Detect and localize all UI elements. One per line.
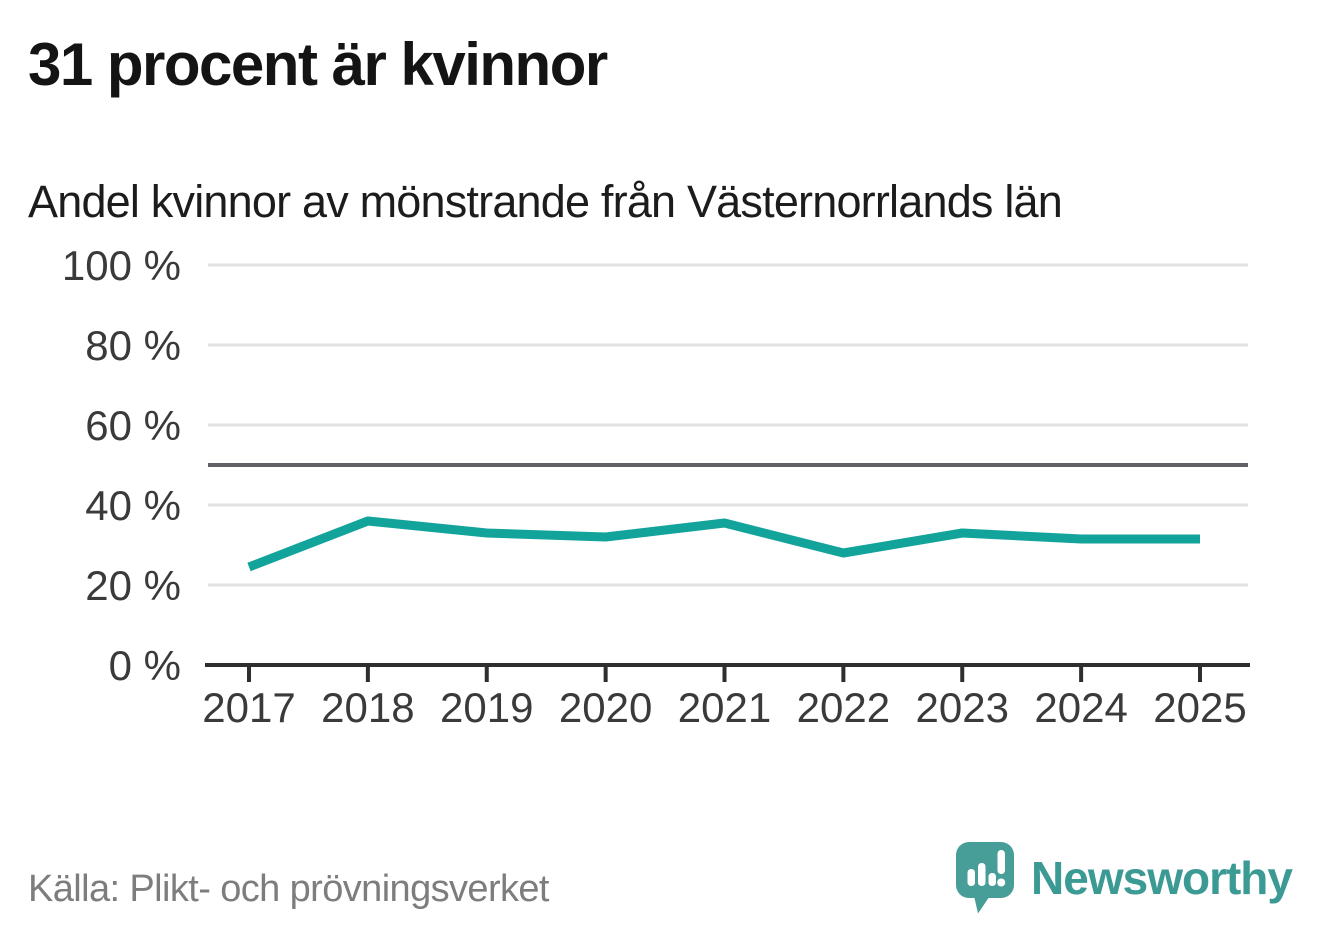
x-tick-label-2020: 2020 <box>559 684 652 731</box>
y-tick-label-80: 80 % <box>85 322 181 369</box>
brand-logo: Newsworthy <box>953 840 1293 916</box>
x-tick-label-2022: 2022 <box>797 684 890 731</box>
page-title: 31 procent är kvinnor <box>28 31 608 98</box>
x-tick-label-2017: 2017 <box>202 684 295 731</box>
x-tick-label-2024: 2024 <box>1034 684 1127 731</box>
exclamation-dot <box>997 878 1006 887</box>
x-tick-label-2023: 2023 <box>916 684 1009 731</box>
brand-name: Newsworthy <box>1031 852 1293 904</box>
y-tick-label-20: 20 % <box>85 562 181 609</box>
bar-3 <box>988 873 997 886</box>
exclamation-bar <box>997 850 1006 874</box>
x-tick-label-2025: 2025 <box>1153 684 1246 731</box>
bar-1 <box>967 869 976 886</box>
x-tick-label-2018: 2018 <box>321 684 414 731</box>
trend-line-0 <box>247 516 1200 572</box>
y-tick-label-0: 0 % <box>109 642 181 689</box>
bar-2 <box>978 863 986 886</box>
x-tick-label-2019: 2019 <box>440 684 533 731</box>
y-tick-label-100: 100 % <box>62 242 181 289</box>
source-attribution: Källa: Plikt- och prövningsverket <box>28 868 549 910</box>
chart-subtitle: Andel kvinnor av mönstrande från Västern… <box>28 176 1063 227</box>
newsworthy-speech-bubble-barchart-icon <box>956 842 1015 914</box>
y-tick-label-60: 60 % <box>85 402 181 449</box>
y-tick-label-40: 40 % <box>85 482 181 529</box>
x-tick-label-2021: 2021 <box>678 684 771 731</box>
